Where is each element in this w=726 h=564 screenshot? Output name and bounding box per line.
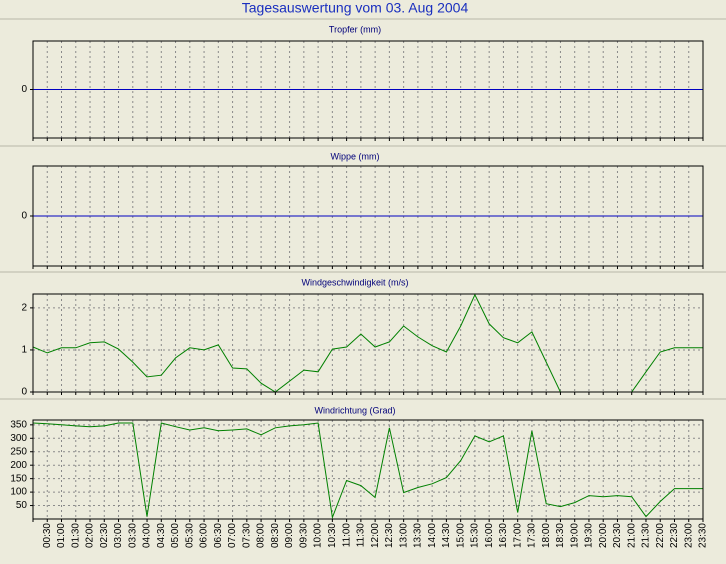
x-tick-label: 12:00	[370, 523, 381, 548]
x-tick-label: 10:30	[327, 523, 338, 548]
data-line	[32, 422, 703, 520]
x-tick-label: 03:30	[127, 523, 138, 548]
x-tick-label: 11:00	[341, 523, 352, 548]
x-tick-label: 13:30	[413, 523, 424, 548]
y-tick-label: 250	[10, 446, 27, 457]
x-tick-label: 01:30	[70, 523, 81, 548]
plot-frame	[32, 40, 704, 139]
y-tick-label: 0	[21, 387, 27, 398]
x-tick-label: 00:30	[42, 523, 53, 548]
x-tick-label: 09:00	[284, 523, 295, 548]
x-tick-label: 05:00	[170, 523, 181, 548]
x-tick-label: 17:30	[527, 523, 538, 548]
y-tick-label: 0	[21, 211, 27, 222]
x-tick-label: 22:00	[655, 523, 666, 548]
y-tick-label: 0	[21, 84, 27, 95]
x-tick-label: 15:30	[470, 523, 481, 548]
y-tick-label: 150	[10, 473, 27, 484]
x-tick-label: 23:30	[698, 523, 709, 548]
x-tick-label: 05:30	[184, 523, 195, 548]
x-tick-label: 19:00	[569, 523, 580, 548]
plot-frame	[32, 293, 704, 393]
x-tick-label: 08:30	[270, 523, 281, 548]
plot-frame	[32, 419, 704, 520]
x-tick-label: 06:30	[213, 523, 224, 548]
x-tick-label: 09:30	[298, 523, 309, 548]
x-tick-label: 23:00	[683, 523, 694, 548]
y-tick-label: 100	[10, 487, 27, 498]
x-tick-label: 18:30	[555, 523, 566, 548]
x-tick-label: 21:00	[626, 523, 637, 548]
panel-title: Windrichtung (Grad)	[314, 405, 395, 415]
panel-title: Wippe (mm)	[331, 151, 380, 161]
y-tick-label: 300	[10, 433, 27, 444]
x-tick-label: 18:00	[541, 523, 552, 548]
y-tick-label: 2	[21, 303, 27, 314]
panel-title: Tropfer (mm)	[329, 24, 381, 34]
data-line	[32, 293, 703, 393]
x-tick-label: 22:30	[669, 523, 680, 548]
x-tick-label: 19:30	[584, 523, 595, 548]
x-tick-label: 08:00	[256, 523, 267, 548]
x-tick-label: 10:00	[313, 523, 324, 548]
x-tick-label: 16:00	[484, 523, 495, 548]
x-tick-label: 15:00	[455, 523, 466, 548]
x-tick-label: 20:30	[612, 523, 623, 548]
x-tick-label: 13:00	[398, 523, 409, 548]
x-tick-label: 07:30	[241, 523, 252, 548]
x-tick-label: 02:30	[99, 523, 110, 548]
y-tick-label: 350	[10, 419, 27, 430]
x-tick-label: 03:00	[113, 523, 124, 548]
x-tick-label: 20:00	[598, 523, 609, 548]
x-tick-label: 14:30	[441, 523, 452, 548]
x-tick-label: 04:00	[142, 523, 153, 548]
y-tick-label: 1	[21, 345, 27, 356]
x-tick-label: 04:30	[156, 523, 167, 548]
y-tick-label: 200	[10, 460, 27, 471]
y-tick-label: 50	[16, 500, 28, 511]
plot-frame	[32, 165, 704, 267]
panel-title: Windgeschwindigkeit (m/s)	[301, 277, 408, 287]
x-tick-label: 12:30	[384, 523, 395, 548]
x-tick-label: 07:00	[227, 523, 238, 548]
x-tick-label: 01:00	[56, 523, 67, 548]
page-title: Tagesauswertung vom 03. Aug 2004	[242, 0, 469, 16]
x-tick-label: 06:00	[199, 523, 210, 548]
x-tick-label: 02:00	[85, 523, 96, 548]
x-tick-label: 21:30	[641, 523, 652, 548]
x-tick-label: 17:00	[512, 523, 523, 548]
x-tick-label: 11:30	[356, 523, 367, 548]
x-tick-label: 16:30	[498, 523, 509, 548]
x-tick-label: 14:00	[427, 523, 438, 548]
